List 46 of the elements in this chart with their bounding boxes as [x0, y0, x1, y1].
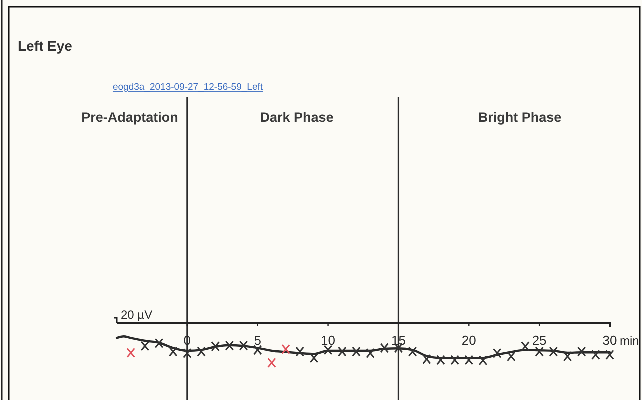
point	[282, 344, 290, 354]
point	[450, 355, 460, 366]
point	[140, 341, 150, 352]
point	[197, 346, 206, 357]
point	[366, 348, 375, 358]
text: Dark Phase	[260, 110, 334, 125]
point	[296, 346, 304, 357]
point	[408, 346, 418, 357]
point	[478, 356, 488, 366]
point	[268, 358, 276, 368]
point	[592, 350, 600, 360]
y-axis-title: 20 µV	[121, 308, 153, 322]
point	[521, 342, 530, 352]
point	[225, 340, 234, 351]
x-axis-title: min	[620, 334, 640, 348]
point	[563, 352, 572, 362]
point	[464, 355, 474, 366]
point	[239, 340, 248, 351]
point	[535, 346, 544, 357]
text: Pre-Adaptation	[82, 110, 178, 125]
x-tick-label: 30	[602, 333, 618, 348]
point	[549, 346, 558, 357]
point	[183, 348, 192, 358]
point	[352, 346, 361, 357]
point	[211, 342, 220, 352]
point	[324, 345, 333, 356]
point	[436, 355, 446, 366]
point	[168, 346, 178, 357]
chart-subtitle: eogd3a_2013-09-27_12-56-59_Left	[112, 82, 264, 93]
x-tick-label: 5	[254, 333, 262, 348]
point	[492, 348, 502, 358]
point	[577, 346, 586, 357]
x-tick-label: 25	[532, 333, 547, 348]
x-tick-label: 20	[462, 333, 476, 348]
point	[606, 350, 614, 360]
point	[380, 343, 389, 354]
point	[310, 353, 319, 364]
point	[338, 346, 347, 357]
chart-title: Left Eye	[18, 38, 73, 54]
point	[254, 345, 262, 356]
point	[507, 352, 516, 362]
point	[422, 354, 432, 364]
text: Bright Phase	[478, 110, 562, 125]
point	[126, 348, 136, 358]
x-tick-label: 10	[321, 333, 336, 348]
point	[154, 338, 164, 348]
